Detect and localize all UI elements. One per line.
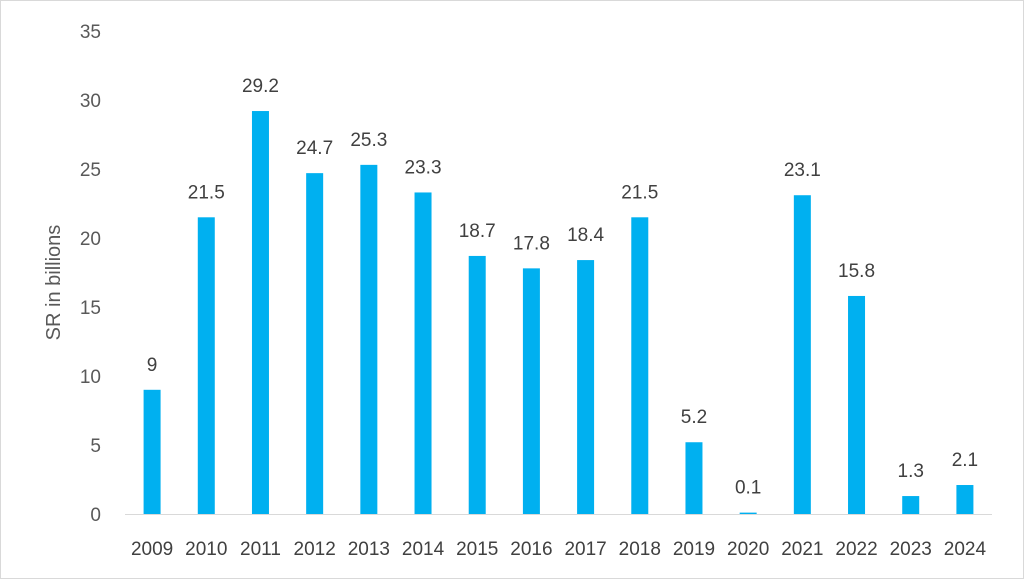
bar-2024 [956,485,974,514]
bar-2014 [414,192,432,514]
data-label-2016: 17.8 [513,233,550,254]
y-tick-label: 20 [80,229,101,250]
y-tick-label: 30 [80,91,101,112]
x-tick-label-2018: 2018 [619,539,661,560]
x-tick-label-2021: 2021 [781,539,823,560]
x-tick-label-2009: 2009 [131,539,173,560]
data-label-2012: 24.7 [296,138,333,159]
x-tick-label-2011: 2011 [240,539,281,560]
bar-2015 [468,255,486,514]
x-axis: 2009 2010 2011 2012 2013 2014 2015 2016 2017 2018… [125,514,992,560]
y-tick-label: 5 [90,436,101,457]
bar-2022 [848,295,866,514]
y-axis: 0 5 10 15 20 25 30 35 [80,22,101,526]
data-label-2021: 23.1 [784,160,821,181]
bar-2023 [902,496,920,514]
data-label-2020: 0.1 [735,478,761,499]
y-tick-label: 25 [80,160,101,181]
bar-2021 [793,195,811,514]
x-tick-label-2014: 2014 [402,539,445,560]
data-label-2024: 2.1 [952,450,978,471]
y-tick-label: 35 [80,22,101,43]
x-tick-label-2016: 2016 [510,539,552,560]
x-tick-label-2013: 2013 [348,539,390,560]
data-labels: 9 21.5 29.2 24.7 25.3 23.3 18.7 17.8 18.4 21.5 5.2… [147,76,978,499]
y-axis-label: SR in billions [43,225,65,341]
data-label-2022: 15.8 [838,261,875,282]
data-label-2023: 1.3 [898,461,924,482]
bar-2020 [739,512,757,514]
bar-2011 [251,111,269,514]
bar-2009 [143,389,161,514]
data-label-2011: 29.2 [242,76,279,97]
bar-2017 [577,260,595,514]
data-label-2015: 18.7 [459,221,496,242]
bar-2018 [631,217,649,515]
y-tick-label: 10 [80,367,101,388]
x-tick-label-2017: 2017 [564,539,606,560]
data-label-2013: 25.3 [350,130,387,151]
x-tick-label-2024: 2024 [944,539,987,560]
x-tick-label-2020: 2020 [727,539,769,560]
bar-2012 [306,173,324,514]
data-label-2010: 21.5 [188,182,225,203]
bar-2016 [522,268,540,514]
y-tick-label: 15 [80,298,101,319]
data-label-2017: 18.4 [567,225,604,246]
data-label-2009: 9 [147,355,158,376]
bar-2010 [197,217,215,515]
x-tick-label-2019: 2019 [673,539,715,560]
data-label-2019: 5.2 [681,407,707,428]
bar-2019 [685,442,703,514]
bar-2013 [360,164,378,515]
bars [143,111,974,515]
y-tick-label: 0 [90,505,101,526]
x-tick-label-2010: 2010 [185,539,227,560]
x-tick-label-2022: 2022 [835,539,877,560]
data-label-2018: 21.5 [621,182,658,203]
x-tick-label-2012: 2012 [294,539,336,560]
data-label-2014: 23.3 [405,157,442,178]
x-tick-label-2023: 2023 [890,539,932,560]
x-tick-label-2015: 2015 [456,539,498,560]
